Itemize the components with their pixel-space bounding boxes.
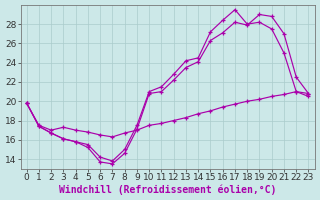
- X-axis label: Windchill (Refroidissement éolien,°C): Windchill (Refroidissement éolien,°C): [59, 185, 276, 195]
